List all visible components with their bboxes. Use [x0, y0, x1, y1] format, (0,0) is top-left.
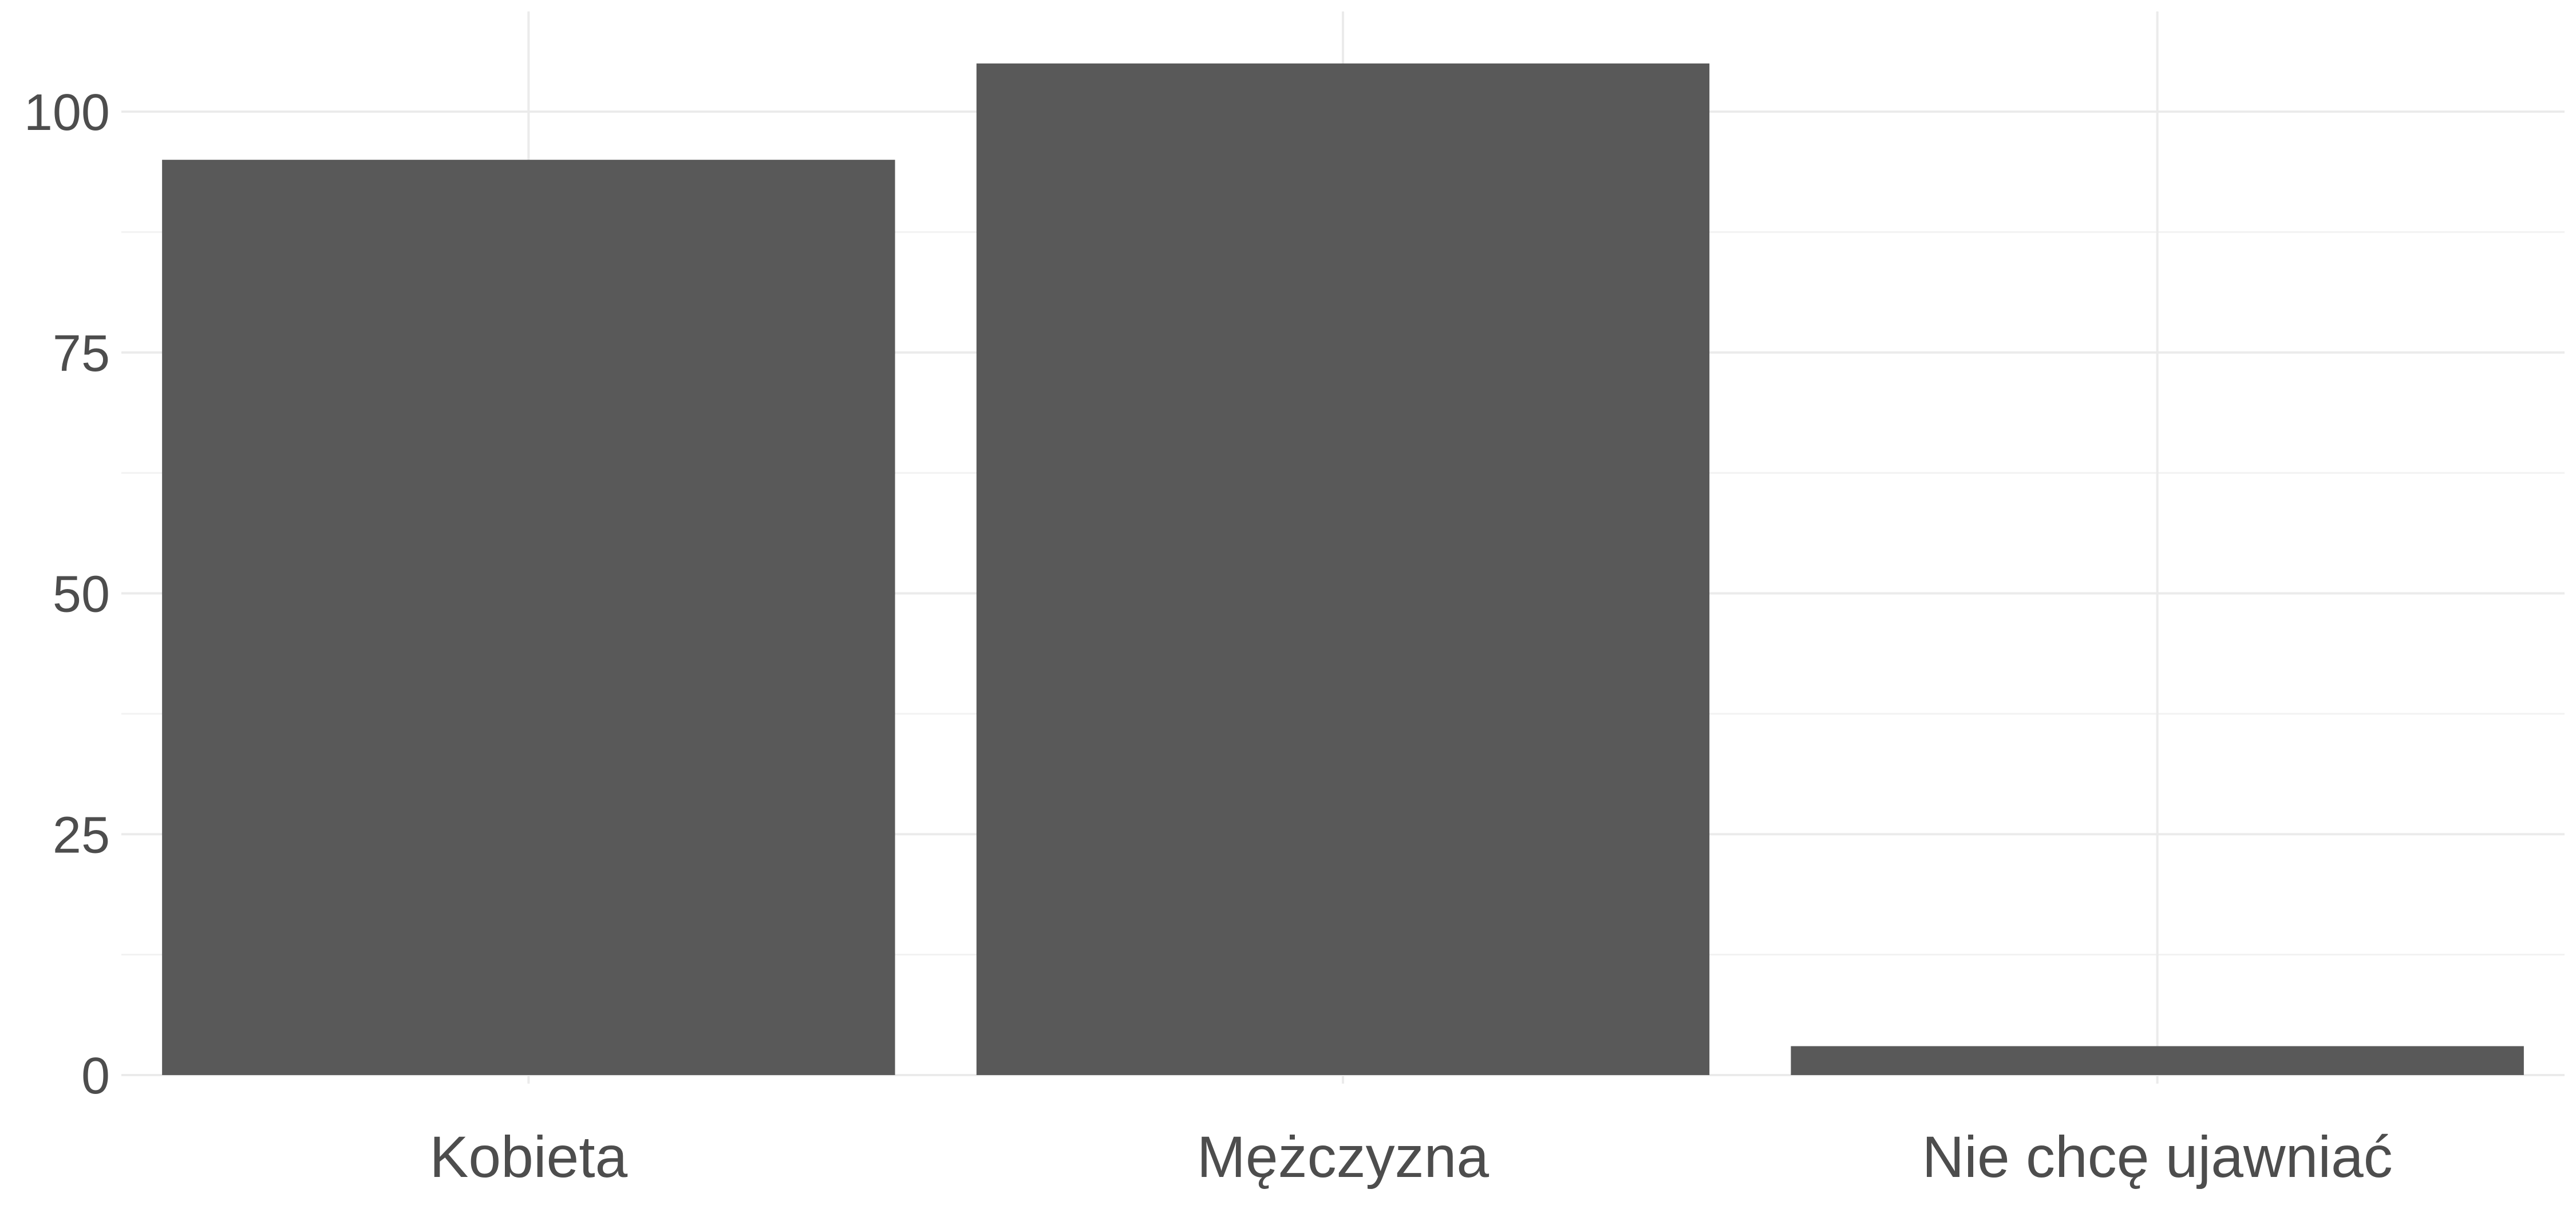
y-tick-label: 25 [53, 807, 110, 864]
x-axis-tick-labels: Kobieta Mężczyzna Nie chcę ujawniać [429, 1124, 2392, 1190]
y-tick-label: 75 [53, 325, 110, 382]
y-tick-label: 100 [24, 84, 110, 141]
bars [162, 63, 2524, 1076]
x-tick-label: Nie chcę ujawniać [1922, 1124, 2393, 1190]
y-tick-label: 0 [81, 1048, 110, 1105]
bar-mężczyzna [976, 63, 1710, 1076]
y-tick-label: 50 [53, 566, 110, 623]
x-tick-label: Kobieta [429, 1124, 627, 1190]
x-tick-label: Mężczyzna [1197, 1124, 1489, 1190]
bar-nie-chcę-ujawniać [1791, 1046, 2524, 1075]
bar-kobieta [162, 160, 895, 1075]
y-axis-tick-labels: 0 25 50 75 100 [24, 84, 110, 1105]
